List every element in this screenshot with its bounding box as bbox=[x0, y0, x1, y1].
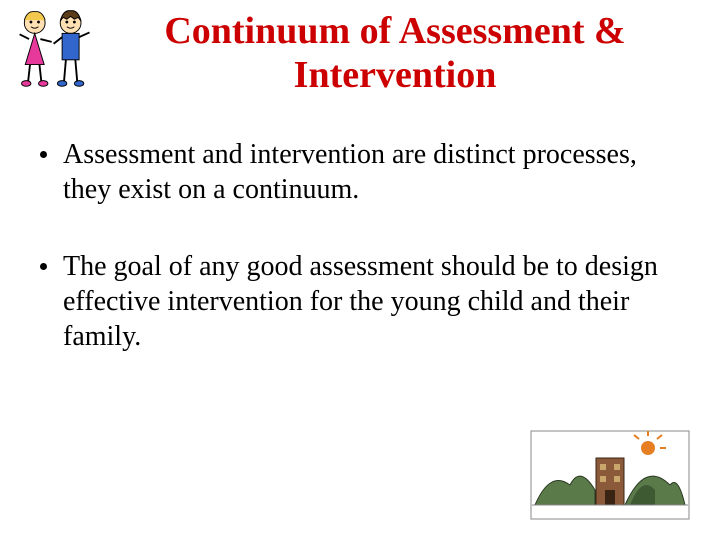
list-item: Assessment and intervention are distinct… bbox=[40, 137, 690, 207]
bullet-text: The goal of any good assessment should b… bbox=[63, 249, 690, 354]
kids-clipart-icon bbox=[8, 6, 103, 91]
bullet-text: Assessment and intervention are distinct… bbox=[63, 137, 690, 207]
bullet-list: Assessment and intervention are distinct… bbox=[30, 137, 690, 354]
mountain-clipart-icon bbox=[530, 430, 690, 520]
bullet-dot-icon bbox=[40, 151, 47, 158]
list-item: The goal of any good assessment should b… bbox=[40, 249, 690, 354]
slide-title: Continuum of Assessment & Intervention bbox=[110, 10, 680, 97]
bullet-dot-icon bbox=[40, 263, 47, 270]
